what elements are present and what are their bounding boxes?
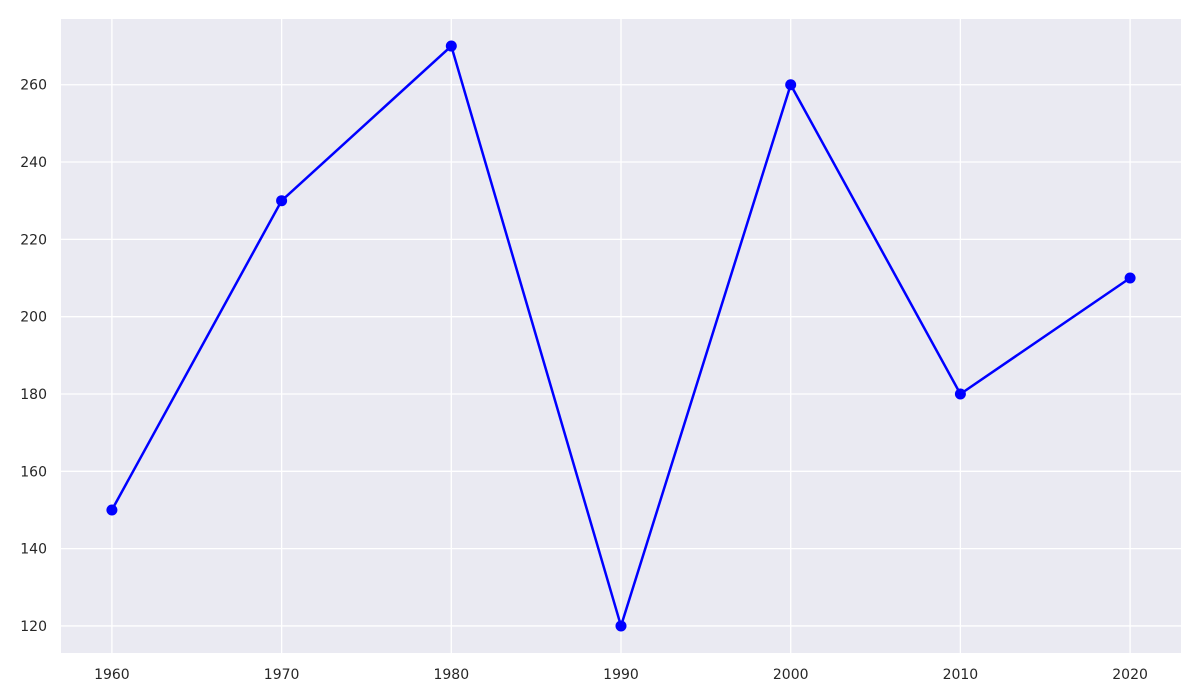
data-point (785, 79, 797, 91)
data-point (615, 620, 627, 632)
y-tick-label: 160 (20, 464, 47, 480)
y-tick-label: 200 (20, 310, 47, 326)
x-tick-label: 1980 (433, 667, 469, 683)
grid-lines (61, 19, 1181, 653)
x-tick-label: 2020 (1112, 667, 1148, 683)
y-tick-label: 220 (20, 232, 47, 248)
y-tick-label: 260 (20, 78, 47, 94)
y-tick-label: 180 (20, 387, 47, 403)
y-tick-label: 240 (20, 155, 47, 171)
tick-labels: 1960 1970 1980 1990 2000 2010 2020 120 140 160 180… (20, 78, 1148, 683)
data-point (1124, 272, 1136, 284)
data-point (954, 388, 966, 400)
y-tick-label: 140 (20, 542, 47, 558)
data-point (445, 40, 457, 52)
series-group (106, 40, 1136, 632)
data-point (276, 195, 288, 207)
x-tick-label: 1990 (603, 667, 639, 683)
x-tick-label: 2010 (943, 667, 979, 683)
x-tick-label: 1970 (264, 667, 300, 683)
y-tick-label: 120 (20, 619, 47, 635)
x-tick-label: 1960 (94, 667, 130, 683)
x-tick-label: 2000 (773, 667, 809, 683)
data-point (106, 504, 118, 516)
